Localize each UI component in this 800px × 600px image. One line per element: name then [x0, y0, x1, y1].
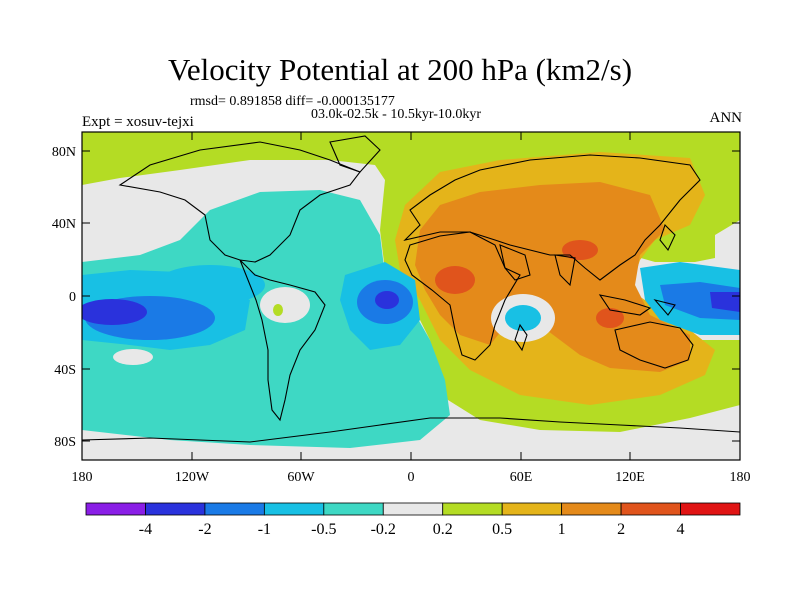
- south-pacific-neutral: [113, 349, 153, 365]
- colorbar-label: 0.5: [492, 521, 512, 538]
- y-label-40n: 40N: [52, 217, 76, 232]
- colorbar-label: -1: [258, 521, 271, 538]
- colorbar-label: 4: [677, 521, 685, 538]
- experiment-label: Expt = xosuv-tejxi: [82, 114, 194, 130]
- northeast-neutral: [715, 220, 740, 265]
- x-label-120w: 120W: [175, 470, 210, 485]
- contour-negative-0.2: [82, 190, 450, 448]
- south-america-neutral: [260, 287, 310, 323]
- y-label-40s: 40S: [54, 363, 76, 378]
- colorbar-label: 1: [558, 521, 566, 538]
- contour-negative-1-west-pacific: [660, 282, 740, 320]
- contour-fill-layer: [82, 132, 740, 460]
- rmsd-diff-stats: rmsd= 0.891858 diff= -0.000135177: [190, 94, 395, 109]
- contour-positive-2-indonesia: [596, 308, 624, 328]
- colorbar-swatch: [442, 502, 503, 516]
- x-label-180-west: 180: [72, 470, 93, 485]
- colorbar-swatch: [680, 502, 741, 516]
- y-axis-ticks: [82, 150, 740, 442]
- south-america-positive: [273, 304, 283, 316]
- y-label-0: 0: [69, 290, 76, 305]
- y-label-80s: 80S: [54, 435, 76, 450]
- colorbar-swatch: [263, 502, 325, 516]
- colorbar-label: -4: [139, 521, 152, 538]
- contour-positive-2-asia: [562, 240, 598, 260]
- contour-negative-2-pacific: [82, 299, 147, 325]
- colorbar-swatch: [145, 502, 206, 516]
- contour-negative-2-atlantic: [375, 291, 399, 309]
- x-label-120e: 120E: [615, 470, 645, 485]
- coastlines: [82, 135, 740, 443]
- contour-positive-2-africa: [435, 266, 475, 294]
- x-label-60w: 60W: [287, 470, 315, 485]
- colorbar-label: -0.2: [371, 521, 396, 538]
- colorbar-swatch: [561, 502, 622, 516]
- colorbar-swatch: [204, 502, 265, 516]
- contour-negative-2-west-pacific: [710, 292, 740, 312]
- colorbar-swatch: [620, 502, 681, 516]
- colorbar-swatch: [382, 502, 444, 516]
- colorbar-swatch: [85, 502, 146, 516]
- period-label: 03.0k-02.5k - 10.5kyr-10.0kyr: [311, 107, 482, 122]
- indian-ocean-minus: [505, 305, 541, 331]
- contour-positive-1: [415, 182, 690, 372]
- colorbar-swatch: [323, 502, 384, 516]
- map-title: Velocity Potential at 200 hPa (km2/s): [167, 52, 633, 87]
- season-label: ANN: [709, 110, 743, 126]
- colorbar-swatch: [501, 502, 563, 516]
- x-axis-ticks: [191, 132, 631, 460]
- x-label-60e: 60E: [510, 470, 533, 485]
- colorbar-label: 0.2: [433, 521, 453, 538]
- colorbar: -4 -2 -1 -0.5 -0.2 0.2 0.5 1 2 4: [85, 502, 741, 538]
- contour-negative-0.5-caribbean: [155, 265, 265, 305]
- colorbar-label: -0.5: [311, 521, 336, 538]
- y-label-80n: 80N: [52, 145, 76, 160]
- x-label-180-east: 180: [730, 470, 751, 485]
- colorbar-label: -2: [198, 521, 211, 538]
- x-label-0: 0: [408, 470, 415, 485]
- colorbar-label: 2: [617, 521, 625, 538]
